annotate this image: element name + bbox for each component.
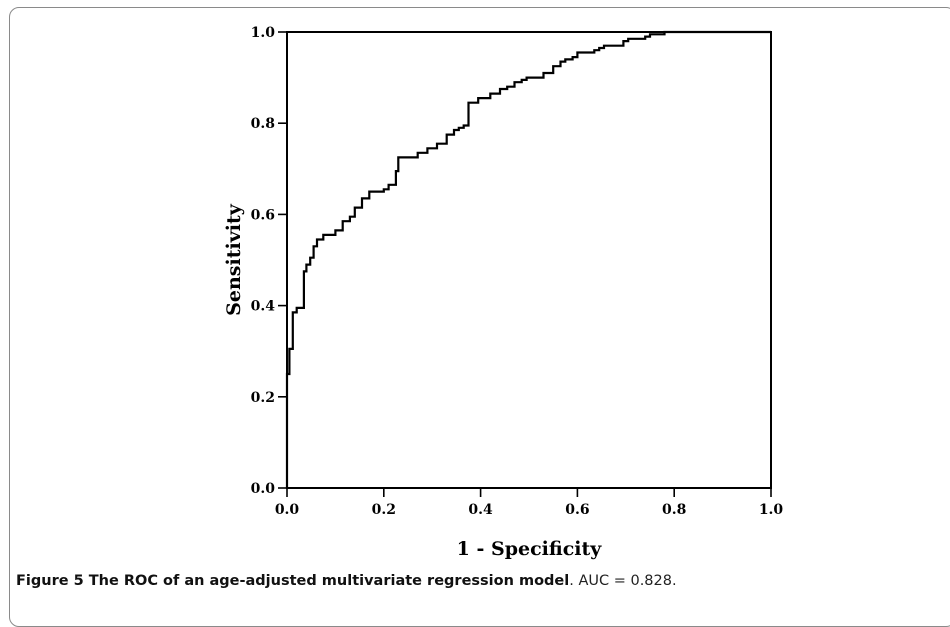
y-tick-label: 0.8 [251, 116, 275, 132]
y-tick-label: 1.0 [251, 25, 276, 41]
figure-caption: Figure 5 The ROC of an age-adjusted mult… [16, 573, 936, 589]
x-tick-label: 1.0 [759, 502, 784, 518]
roc-curve-line [285, 30, 771, 488]
caption-text: . AUC = 0.828. [569, 573, 677, 589]
plot-area-border [286, 31, 772, 489]
x-tick-label: 0.0 [275, 502, 300, 518]
x-tick-label: 0.4 [468, 502, 493, 518]
x-axis-title: 1 - Specificity [457, 538, 603, 560]
y-tick-label: 0.4 [251, 299, 276, 315]
y-tick-label: 0.2 [251, 390, 275, 406]
roc-chart: 0.0 0.2 0.4 0.6 0.8 1.0 0.0 0.2 0.4 0.6 0.8 1.0 1 -… [223, 25, 784, 560]
y-tick-label: 0.6 [251, 207, 275, 223]
x-tick-label: 0.8 [662, 502, 686, 518]
y-tick-label: 0.0 [251, 481, 276, 497]
chart-axes [286, 31, 772, 489]
tick-labels: 0.0 0.2 0.4 0.6 0.8 1.0 0.0 0.2 0.4 0.6 0.8 1.0 [251, 25, 784, 518]
caption-label: Figure 5 The ROC of an age-adjusted mult… [16, 573, 570, 589]
chart-ticks [278, 31, 772, 497]
x-tick-label: 0.2 [372, 502, 396, 518]
x-tick-label: 0.6 [565, 502, 589, 518]
y-axis-title: Sensitivity [223, 203, 245, 316]
